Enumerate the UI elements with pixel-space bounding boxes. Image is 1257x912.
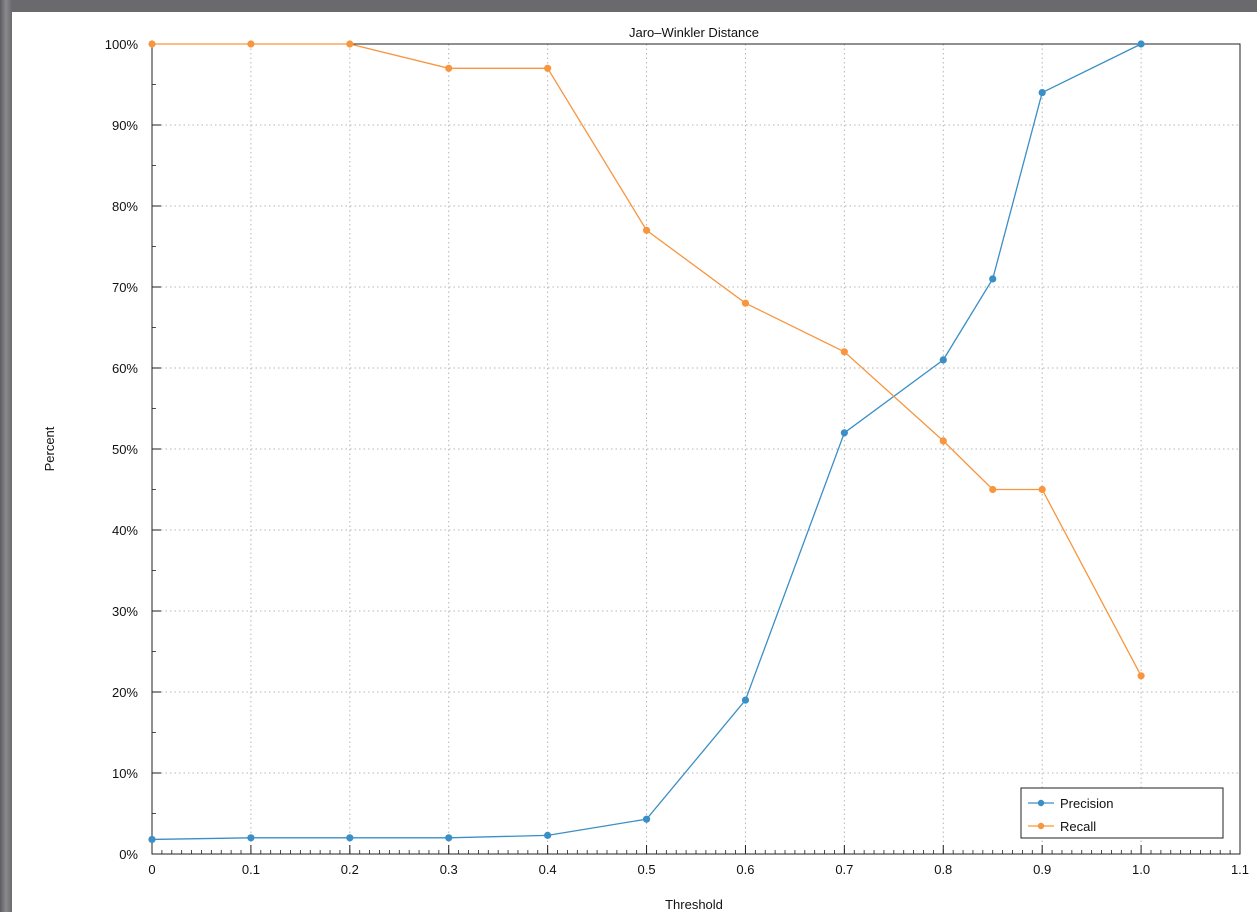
legend-box	[1020, 787, 1224, 839]
precision-point	[989, 275, 997, 283]
recall-point	[642, 226, 651, 234]
x-tick-label: 0.2	[341, 862, 359, 877]
legend-recall-marker	[1037, 822, 1045, 830]
precision-point	[544, 831, 552, 839]
x-tick-label: 0.7	[835, 862, 853, 877]
y-tick-label: 30%	[112, 604, 138, 619]
x-tick-label: 1.1	[1231, 862, 1249, 877]
legend: Precision Recall	[1020, 787, 1224, 839]
precision-point	[445, 834, 453, 842]
y-axis-title: Percent	[42, 426, 57, 471]
legend-precision-label: Precision	[1060, 796, 1113, 811]
precision-point	[1038, 89, 1046, 97]
recall-point	[840, 348, 848, 356]
recall-point	[1137, 672, 1145, 680]
x-tick-label: 0.1	[242, 862, 260, 877]
x-axis-title: Threshold	[665, 897, 723, 912]
y-tick-label: 70%	[112, 280, 138, 295]
y-tick-label: 80%	[112, 199, 138, 214]
y-tick-label: 10%	[112, 766, 138, 781]
x-axis-ticks: 0 0.1 0.2 0.3 0.4 0.5 0.6 0.7 0.8 0.9 1.0 1.1	[148, 845, 1249, 877]
precision-point	[642, 815, 651, 823]
chart-title: Jaro–Winkler Distance	[629, 25, 759, 40]
recall-point	[939, 437, 947, 445]
y-tick-label: 0%	[119, 847, 138, 862]
x-tick-label: 0	[148, 862, 155, 877]
x-tick-label: 0.8	[934, 862, 952, 877]
x-tick-label: 0.4	[539, 862, 557, 877]
recall-point	[247, 40, 255, 48]
series-layer	[148, 40, 1145, 844]
y-tick-label: 60%	[112, 361, 138, 376]
precision-point	[840, 429, 848, 437]
legend-precision-marker	[1037, 799, 1045, 807]
precision-point	[939, 356, 947, 364]
x-tick-label: 1.0	[1132, 862, 1150, 877]
legend-recall-label: Recall	[1060, 819, 1096, 834]
recall-point	[544, 64, 552, 72]
y-tick-label: 50%	[112, 442, 138, 457]
y-tick-label: 100%	[105, 37, 139, 52]
grid	[152, 44, 1240, 854]
y-tick-label: 90%	[112, 118, 138, 133]
chart: 0 0.1 0.2 0.3 0.4 0.5 0.6 0.7 0.8 0.9 1.0 1.1 0% 10%…	[42, 25, 1249, 912]
chart-canvas: 0 0.1 0.2 0.3 0.4 0.5 0.6 0.7 0.8 0.9 1.0 1.1 0% 10%…	[12, 12, 1257, 912]
x-tick-label: 0.6	[736, 862, 754, 877]
precision-line	[151, 43, 1142, 841]
recall-point	[445, 64, 453, 72]
x-tick-label: 0.3	[440, 862, 458, 877]
recall-point	[989, 485, 997, 494]
precision-point	[1137, 40, 1145, 48]
y-tick-label: 40%	[112, 523, 138, 538]
x-tick-label: 0.5	[638, 862, 656, 877]
precision-point	[148, 835, 156, 844]
recall-point	[741, 299, 750, 307]
precision-point	[346, 834, 354, 842]
recall-point	[346, 40, 354, 48]
recall-point	[1038, 485, 1046, 494]
precision-point	[741, 696, 750, 704]
precision-point	[247, 834, 255, 842]
minor-ticks	[151, 84, 1241, 854]
x-tick-label: 0.9	[1033, 862, 1051, 877]
recall-point	[148, 40, 156, 48]
y-axis-ticks: 0% 10% 20% 30% 40% 50% 60% 70% 80% 90% 100%	[105, 37, 161, 862]
recall-line	[152, 43, 1142, 677]
y-tick-label: 20%	[112, 685, 138, 700]
